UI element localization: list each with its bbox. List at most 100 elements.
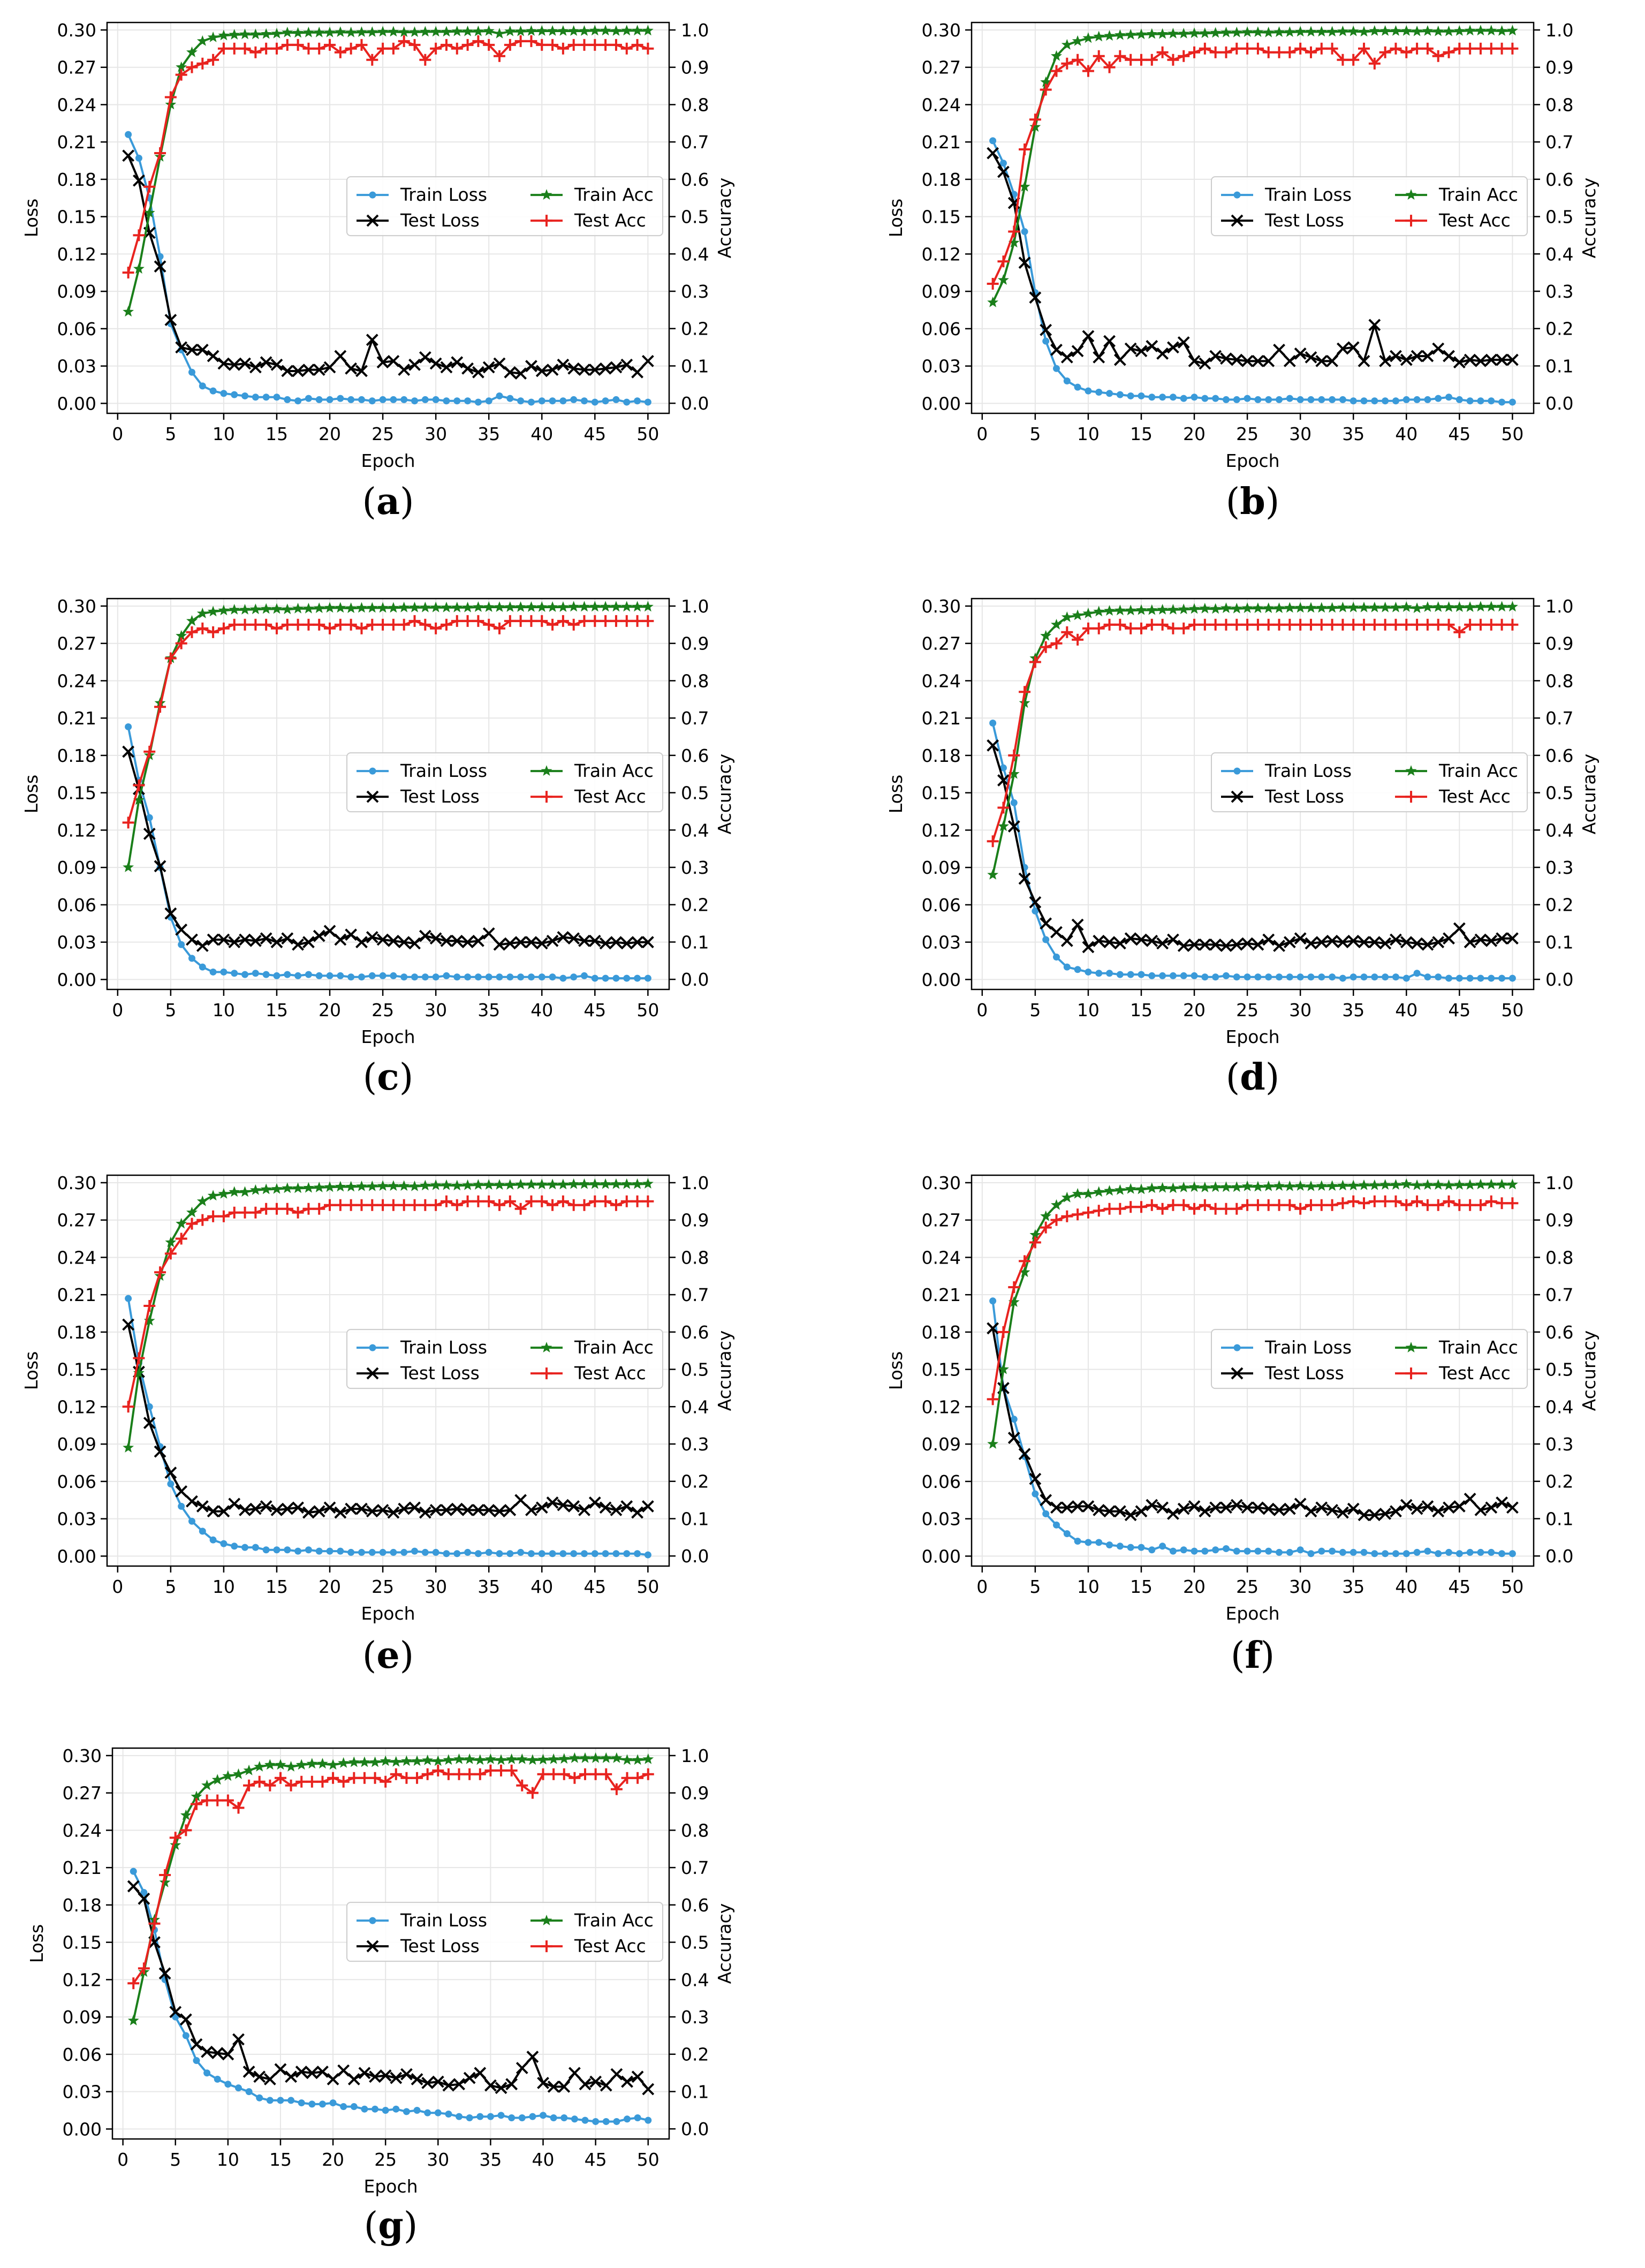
test-loss-point — [355, 365, 368, 377]
train-loss-point — [612, 396, 620, 403]
train-loss-point — [188, 1517, 195, 1525]
x-tick-label: 5 — [1029, 424, 1041, 444]
test-loss-point — [1093, 934, 1105, 947]
test-loss-point — [588, 1496, 601, 1509]
test-acc-point — [1411, 618, 1423, 631]
y-axis-title: Loss — [21, 775, 42, 813]
train-loss-point — [496, 973, 503, 981]
test-acc-point — [600, 1768, 612, 1780]
test-acc-point — [1114, 1203, 1126, 1215]
train-loss-point — [315, 396, 323, 403]
y-tick-label: 0.24 — [922, 1247, 961, 1268]
test-loss-point — [1007, 820, 1020, 833]
train-acc-point — [1104, 605, 1115, 616]
train-loss-point — [434, 2109, 442, 2116]
train-loss-point — [1286, 1548, 1293, 1556]
y2-tick-label: 0.3 — [681, 857, 709, 878]
test-acc-point — [1432, 50, 1444, 62]
y2-tick-label: 0.5 — [681, 207, 709, 228]
test-acc-point — [504, 39, 516, 51]
train-acc-point — [1379, 1179, 1391, 1190]
train-loss-point — [424, 2109, 431, 2116]
train-loss-point — [999, 764, 1007, 772]
test-loss-point — [217, 357, 230, 370]
y-tick-label: 0.15 — [63, 1932, 102, 1953]
legend-label-test-loss: Test Loss — [400, 1363, 480, 1384]
test-loss-point — [228, 358, 241, 371]
test-loss-point — [1506, 932, 1519, 945]
test-loss-point — [1421, 1500, 1434, 1513]
test-loss-point — [453, 2078, 465, 2091]
test-loss-point — [1093, 351, 1105, 364]
y-tick-label: 0.03 — [57, 1509, 96, 1530]
test-acc-point — [1050, 1214, 1063, 1226]
y2-tick-label: 0.8 — [1545, 94, 1573, 115]
test-loss-point — [1199, 938, 1211, 951]
test-loss-point — [1156, 1501, 1169, 1514]
test-loss-point — [164, 1466, 177, 1479]
test-loss-point — [1177, 940, 1190, 952]
test-loss-point — [158, 1967, 171, 1980]
test-loss-point — [175, 923, 188, 936]
test-acc-point — [1135, 622, 1147, 634]
train-acc-point — [568, 25, 580, 36]
train-acc-point — [590, 1752, 602, 1763]
test-loss-point — [366, 334, 378, 346]
x-tick-label: 35 — [477, 1000, 500, 1020]
x-tick-label: 0 — [112, 1576, 123, 1597]
train-acc-point — [1231, 602, 1242, 614]
train-loss-point — [1276, 973, 1283, 981]
y2-tick-label: 0.4 — [681, 244, 709, 264]
test-loss-point — [1146, 1499, 1158, 1511]
y2-tick-label: 0.9 — [1545, 633, 1573, 654]
test-acc-point — [1453, 626, 1466, 638]
test-loss-point — [1273, 344, 1285, 356]
train-acc-point — [348, 1756, 360, 1767]
train-loss-point — [1095, 1539, 1103, 1546]
x-axis: 0 5 10 15 20 25 30 35 40 45 50 — [976, 989, 1523, 1020]
test-loss-point — [1390, 1505, 1402, 1518]
train-loss-point — [146, 814, 153, 821]
legend-marker-test-loss — [1231, 214, 1244, 227]
train-acc-point — [441, 1179, 452, 1190]
y-tick-label: 0.03 — [63, 2082, 102, 2103]
test-loss-point — [1305, 1505, 1317, 1518]
test-loss-point — [376, 933, 389, 946]
train-acc-point — [1263, 602, 1275, 613]
test-loss-point — [387, 934, 400, 947]
test-acc-point — [295, 1775, 308, 1788]
test-acc-point — [337, 1775, 350, 1788]
train-acc-point — [359, 1756, 370, 1767]
train-acc-point — [547, 1178, 558, 1190]
x-tick-label: 35 — [1342, 424, 1364, 444]
test-loss-point — [1262, 933, 1275, 946]
train-acc-point — [159, 1877, 171, 1887]
y2-tick-label: 0.4 — [1545, 820, 1573, 841]
test-loss-point — [306, 2067, 319, 2080]
train-acc-point — [1051, 1199, 1062, 1210]
x-tick-label: 20 — [322, 2149, 344, 2170]
train-loss-point — [538, 1550, 545, 1558]
test-acc-point — [159, 1869, 171, 1881]
test-acc-point — [408, 1199, 421, 1211]
test-acc-point — [398, 35, 410, 47]
train-acc-point — [1390, 25, 1401, 36]
x-tick-label: 20 — [1183, 1576, 1206, 1597]
test-loss-point — [217, 1505, 230, 1518]
train-loss-point — [1329, 1547, 1336, 1555]
test-acc-point — [270, 622, 283, 634]
test-acc-point — [324, 39, 336, 51]
test-loss-point — [239, 1503, 251, 1516]
y2-tick-label: 0.6 — [1545, 745, 1573, 766]
test-acc-point — [578, 1199, 590, 1211]
train-acc-point — [472, 25, 484, 36]
train-acc-point — [303, 26, 314, 37]
train-loss-point — [1424, 396, 1431, 403]
test-acc-point — [264, 1779, 276, 1791]
series-test-acc — [122, 615, 654, 829]
test-loss-point — [642, 2083, 655, 2096]
y2-tick-label: 0.9 — [1545, 57, 1573, 78]
train-loss-point — [284, 971, 291, 978]
test-acc-point — [1358, 618, 1370, 631]
x-axis-title: Epoch — [361, 450, 415, 471]
